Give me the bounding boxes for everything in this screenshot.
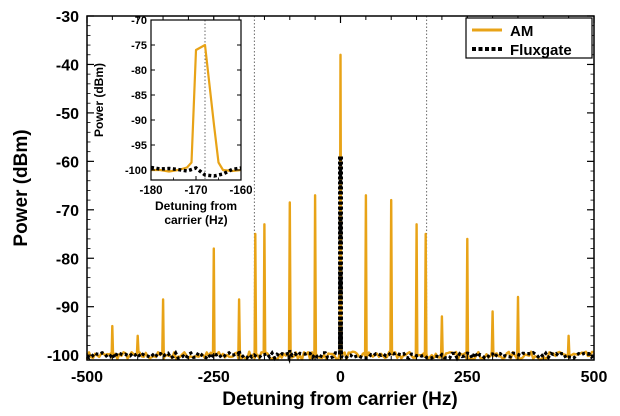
- inset-y-tick-label: -95: [131, 140, 147, 152]
- main-x-tick-label: 0: [336, 369, 345, 386]
- main-axis-ticks: -500 -250 0 250 500 -100 -90 -80 -70 -60 -50 -40 -30: [47, 9, 607, 386]
- inset-series-am-line: [151, 43, 242, 173]
- inset-y-tick-label: -85: [131, 90, 147, 102]
- main-y-tick-label: -70: [56, 203, 79, 220]
- inset-x-axis-title-line1: Detuning from: [155, 199, 237, 213]
- inset-plot-lines: [150, 20, 242, 180]
- inset-axis-ticks: -180 -170 -160 -100 -95 -90 -85 -80 -75 -70: [125, 15, 253, 197]
- main-y-tick-label: -40: [56, 57, 79, 74]
- main-x-tick-label: 250: [454, 369, 481, 386]
- main-x-tick-label: -250: [198, 369, 230, 386]
- main-x-tick-label: -500: [71, 369, 103, 386]
- legend-am-label: AM: [510, 23, 533, 40]
- inset-x-tick-label: -160: [229, 185, 252, 197]
- main-x-axis-title: Detuning from carrier (Hz): [222, 389, 457, 410]
- main-plot-lines: [85, 16, 595, 364]
- inset-y-tick-label: -70: [131, 15, 147, 27]
- inset-y-tick-label: -80: [131, 65, 147, 77]
- main-y-tick-label: -60: [56, 154, 79, 171]
- inset-background: [151, 20, 241, 180]
- inset-x-tick-label: -180: [139, 185, 162, 197]
- main-y-tick-label: -30: [56, 9, 79, 26]
- main-y-axis-title: Power (dBm): [11, 129, 32, 246]
- main-x-tick-label: 500: [581, 369, 608, 386]
- inset-x-tick-label: -170: [184, 185, 207, 197]
- inset-y-axis-title: Power (dBm): [92, 63, 106, 137]
- main-y-tick-label: -90: [56, 300, 79, 317]
- inset-x-axis-title-line2: carrier (Hz): [164, 213, 227, 227]
- legend: AM Fluxgate: [465, 17, 593, 59]
- inset-series-fluxgate-line: [150, 165, 242, 178]
- main-y-tick-label: -80: [56, 251, 79, 268]
- inset-chart: -180 -170 -160 -100 -95 -90 -85 -80 -75 -70 Detun…: [92, 15, 253, 227]
- inset-y-tick-label: -75: [131, 40, 147, 52]
- main-y-tick-label: -50: [56, 106, 79, 123]
- legend-fluxgate-label: Fluxgate: [510, 42, 572, 59]
- main-chart: -500 -250 0 250 500 -100 -90 -80 -70 -60 -50 -40 -30…: [11, 9, 607, 410]
- legend-box: [465, 17, 593, 59]
- inset-y-tick-label: -90: [131, 115, 147, 127]
- inset-y-tick-label: -100: [125, 165, 147, 177]
- main-y-tick-label: -100: [47, 348, 79, 365]
